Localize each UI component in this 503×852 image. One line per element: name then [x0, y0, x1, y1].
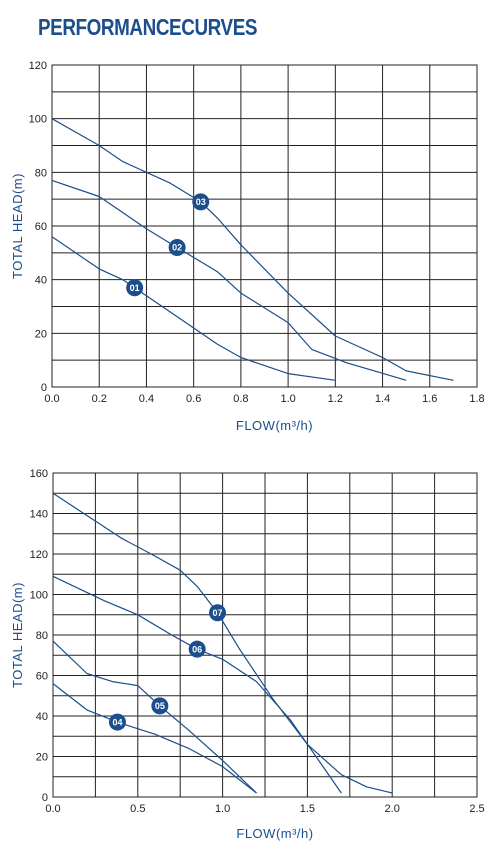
chart-upper: 0.0 0.2 0.4 0.6 0.8 1.0 1.2 1.4 1.6 1.80204060801… — [10, 60, 485, 433]
x-axis-label: FLOW(m³/h) — [236, 418, 313, 433]
x-tick-label: 1.4 — [375, 393, 390, 405]
y-tick-label: 0 — [42, 792, 48, 804]
y-axis-label: TOTAL HEAD(m) — [10, 582, 25, 688]
series-marker-label: 07 — [213, 608, 223, 618]
series-marker-label: 04 — [112, 717, 122, 727]
y-tick-label: 60 — [35, 221, 47, 233]
y-tick-label: 120 — [29, 60, 47, 72]
series-marker-05 — [151, 697, 169, 715]
series-marker-01 — [126, 279, 144, 297]
x-tick-label: 1.5 — [300, 803, 315, 815]
plot-frame — [52, 472, 478, 798]
series-marker-label: 01 — [130, 283, 140, 293]
series-line-01 — [51, 236, 336, 381]
x-tick-label: 2.0 — [385, 803, 400, 815]
x-tick-label: 1.0 — [280, 393, 295, 405]
y-tick-label: 100 — [30, 590, 48, 602]
y-tick-label: 120 — [30, 549, 48, 561]
x-tick-label: 0.5 — [130, 803, 145, 815]
x-tick-label: 1.8 — [469, 393, 484, 405]
series-marker-label: 02 — [172, 243, 182, 253]
plot-frame — [51, 64, 478, 388]
y-tick-label: 100 — [29, 114, 47, 126]
x-axis-label: FLOW(m³/h) — [236, 826, 313, 841]
series-marker-03 — [192, 193, 210, 211]
y-tick-label: 20 — [35, 328, 47, 340]
x-tick-label: 1.0 — [215, 803, 230, 815]
x-tick-label: 0.0 — [45, 803, 60, 815]
y-axis-label: TOTAL HEAD(m) — [10, 173, 25, 279]
x-tick-label: 1.2 — [328, 393, 343, 405]
y-tick-label: 140 — [30, 509, 48, 521]
series-marker-label: 03 — [196, 197, 206, 207]
series-marker-02 — [168, 238, 186, 256]
y-tick-label: 20 — [36, 752, 48, 764]
series-line-04 — [52, 683, 257, 794]
series-line-06 — [52, 575, 342, 794]
y-tick-label: 0 — [41, 382, 47, 394]
y-tick-label: 40 — [36, 711, 48, 723]
series-marker-label: 05 — [155, 701, 165, 711]
x-tick-label: 0.6 — [186, 393, 201, 405]
x-tick-label: 1.6 — [422, 393, 437, 405]
series-line-02 — [51, 179, 407, 381]
page-title: PERFORMANCECURVES — [38, 14, 258, 40]
chart-lower: 0.0 0.5 1.0 1.5 2.0 2.5 0 20 40 60 80 100 120 140 160 F… — [10, 468, 485, 841]
series-marker-06 — [188, 640, 206, 658]
series-marker-07 — [209, 604, 227, 622]
x-tick-label: 0.0 — [44, 393, 59, 405]
series-line-05 — [52, 640, 257, 794]
x-tick-label: 2.5 — [469, 803, 484, 815]
x-tick-label: 0.2 — [92, 393, 107, 405]
series-marker-04 — [108, 713, 126, 731]
series-line-03 — [51, 118, 454, 381]
y-tick-label: 80 — [36, 630, 48, 642]
y-tick-label: 160 — [30, 468, 48, 480]
y-tick-label: 40 — [35, 275, 47, 287]
x-tick-label: 0.8 — [233, 393, 248, 405]
y-tick-label: 60 — [36, 671, 48, 683]
y-tick-label: 80 — [35, 167, 47, 179]
series-marker-label: 06 — [192, 644, 202, 654]
x-tick-label: 0.4 — [139, 393, 154, 405]
